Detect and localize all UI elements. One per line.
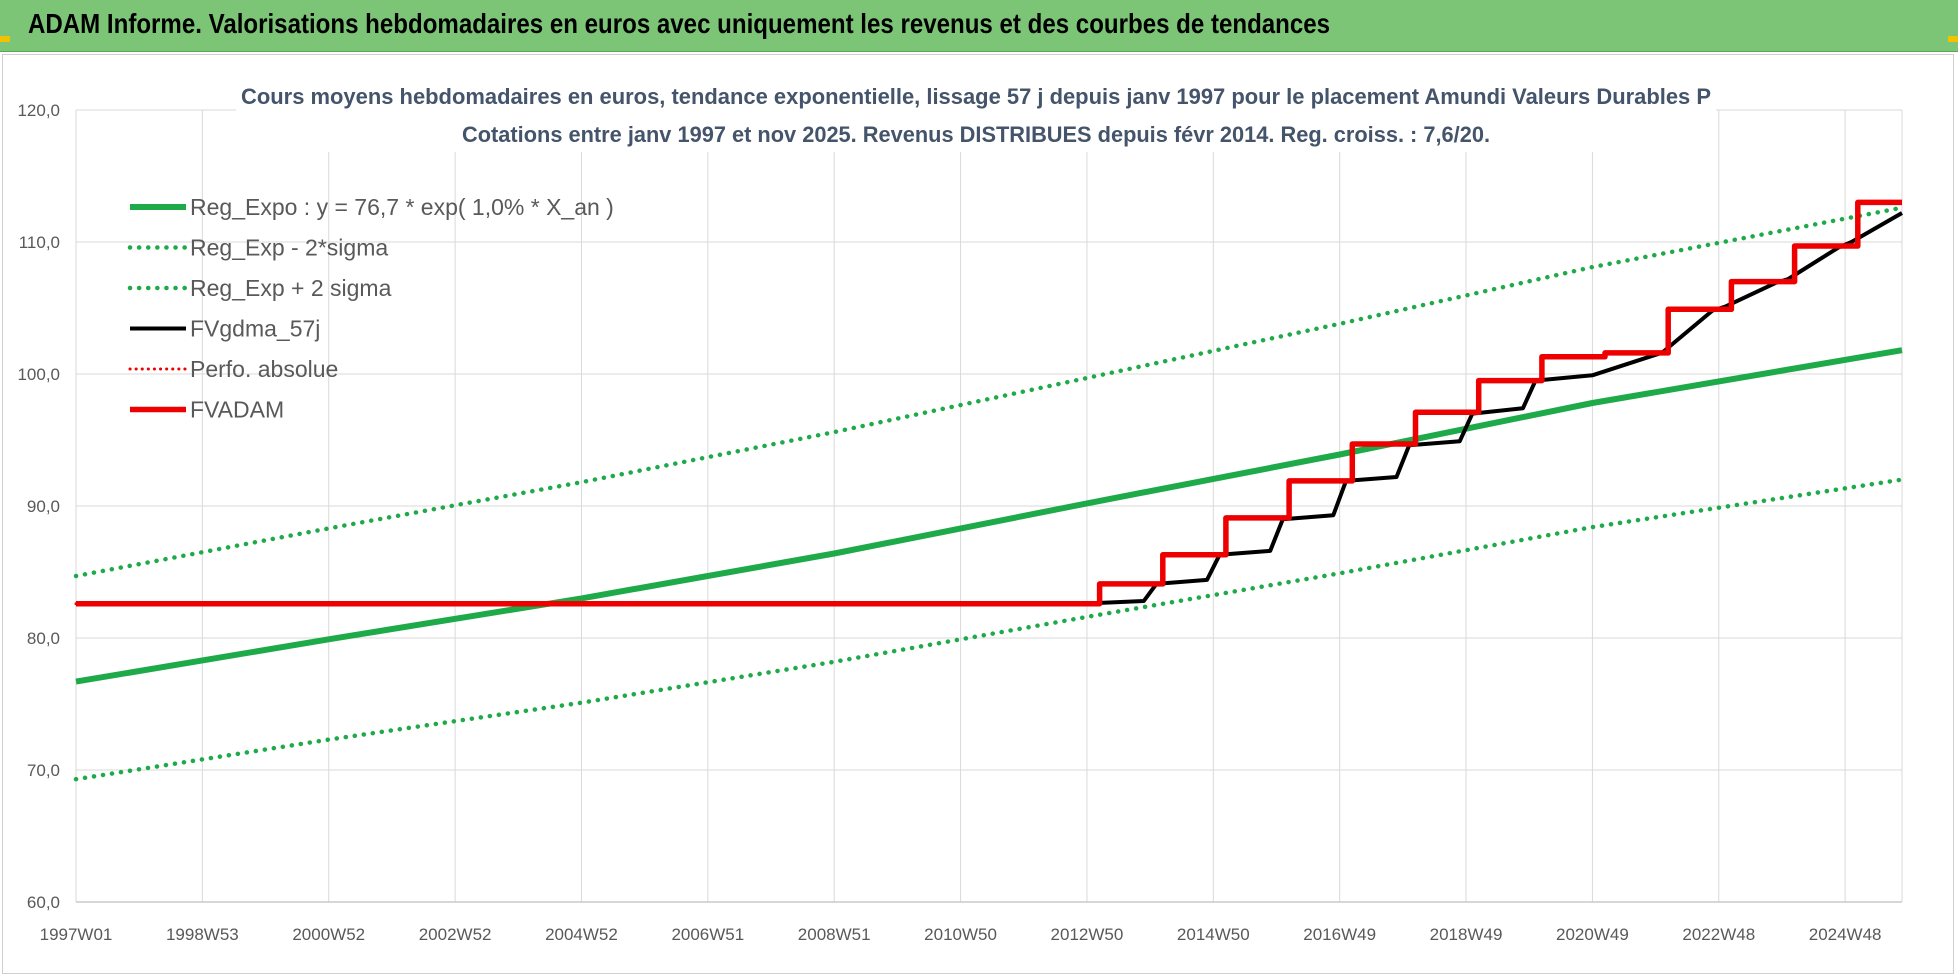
x-tick-label: 2002W52 [419, 925, 492, 944]
x-tick-label: 2018W49 [1430, 925, 1503, 944]
y-tick-label: 60,0 [27, 893, 60, 912]
x-tick-label: 1997W01 [40, 925, 113, 944]
x-tick-label: 1998W53 [166, 925, 239, 944]
y-axis-tick-labels: 60,0 70,0 80,0 90,0 100,0 110,0 120,0 [17, 101, 60, 912]
x-tick-label: 2008W51 [798, 925, 871, 944]
report-banner: ADAM Informe. Valorisations hebdomadaire… [0, 0, 1958, 52]
y-tick-label: 100,0 [17, 365, 60, 384]
legend-label-fvadam: FVADAM [190, 397, 284, 423]
x-tick-label: 2014W50 [1177, 925, 1250, 944]
legend-label-reg-exp-2-sigma: Reg_Exp + 2 sigma [190, 275, 392, 301]
y-tick-label: 90,0 [27, 497, 60, 516]
x-axis-tick-labels: 1997W01 1998W53 2000W52 2002W52 2004W52 2006W… [40, 925, 1882, 944]
x-tick-label: 2012W50 [1051, 925, 1124, 944]
corner-marker-left [0, 36, 10, 42]
y-tick-label: 110,0 [19, 233, 60, 252]
series-line-reg-exp-2-sigma [73, 205, 1905, 579]
chart-subtitle: Cotations entre janv 1997 et nov 2025. R… [462, 122, 1490, 147]
legend: Reg_Expo : y = 76,7 * exp( 1,0% * X_an )… [127, 194, 614, 423]
legend-label-perfo-absolue: Perfo. absolue [190, 356, 338, 382]
grid-lines [75, 109, 1903, 903]
x-tick-label: 2022W48 [1682, 925, 1755, 944]
series-lines [73, 199, 1905, 782]
chart-frame [2, 54, 1954, 974]
series-line-reg-expo-y-76-7-exp-1-0-x-an [75, 347, 1903, 685]
title-backdrop [236, 80, 1716, 152]
series-line-fvgdma-57j [76, 211, 1903, 606]
report-title: ADAM Informe. Valorisations hebdomadaire… [28, 8, 1331, 39]
x-tick-label: 2020W49 [1556, 925, 1629, 944]
series-line-reg-exp-2-sigma [73, 477, 1905, 782]
series-line-fvadam [76, 199, 1902, 607]
y-tick-label: 70,0 [27, 761, 60, 780]
corner-marker-right [1948, 36, 1958, 42]
legend-label-reg-exp-2-sigma: Reg_Exp - 2*sigma [190, 235, 388, 261]
x-tick-label: 2006W51 [671, 925, 744, 944]
x-tick-label: 2004W52 [545, 925, 618, 944]
x-tick-label: 2010W50 [924, 925, 997, 944]
x-tick-label: 2016W49 [1303, 925, 1376, 944]
y-tick-label: 120,0 [17, 101, 60, 120]
legend-label-reg-expo-y-76-7-exp-1-0-x-an: Reg_Expo : y = 76,7 * exp( 1,0% * X_an ) [190, 194, 614, 220]
x-tick-label: 2024W48 [1809, 925, 1882, 944]
legend-label-fvgdma-57j: FVgdma_57j [190, 316, 320, 342]
chart-title: Cours moyens hebdomadaires en euros, ten… [241, 84, 1711, 109]
x-tick-label: 2000W52 [292, 925, 365, 944]
y-tick-label: 80,0 [27, 629, 60, 648]
